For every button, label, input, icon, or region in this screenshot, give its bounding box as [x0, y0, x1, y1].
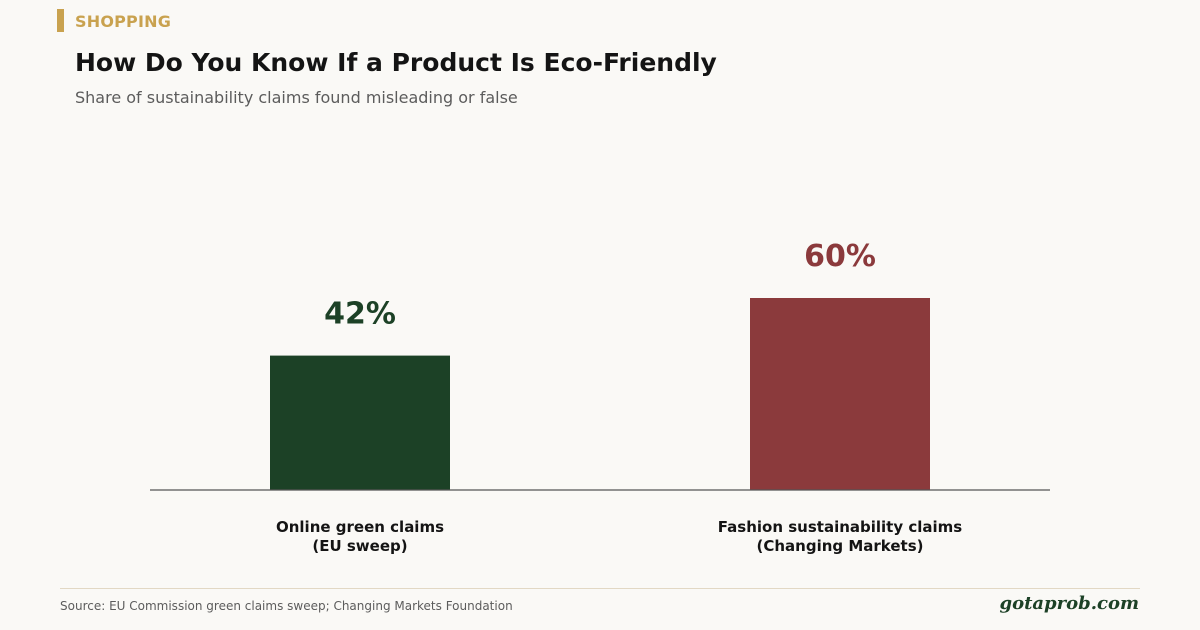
category-label-1: Online green claims (EU sweep) — [276, 518, 444, 555]
bar-2 — [750, 298, 930, 490]
category-label: SHOPPING — [75, 12, 172, 31]
category-label-2: Fashion sustainability claims (Changing M… — [718, 518, 962, 555]
page-subtitle: Share of sustainability claims found mis… — [75, 88, 518, 107]
category-line: Online green claims — [276, 518, 444, 536]
footer-divider — [60, 588, 1140, 589]
source-note: Source: EU Commission green claims sweep… — [60, 599, 513, 613]
category-line: (Changing Markets) — [756, 537, 923, 555]
bar-value-label-2: 60% — [804, 239, 876, 274]
brand-logo: gotaprob.com — [999, 593, 1139, 614]
category-line: (EU sweep) — [312, 537, 407, 555]
bar-value-label-1: 42% — [324, 297, 396, 332]
bar-1 — [270, 355, 450, 490]
category-accent-bar — [57, 9, 64, 32]
page-title: How Do You Know If a Product Is Eco-Frie… — [75, 48, 717, 77]
category-line: Fashion sustainability claims — [718, 518, 962, 536]
